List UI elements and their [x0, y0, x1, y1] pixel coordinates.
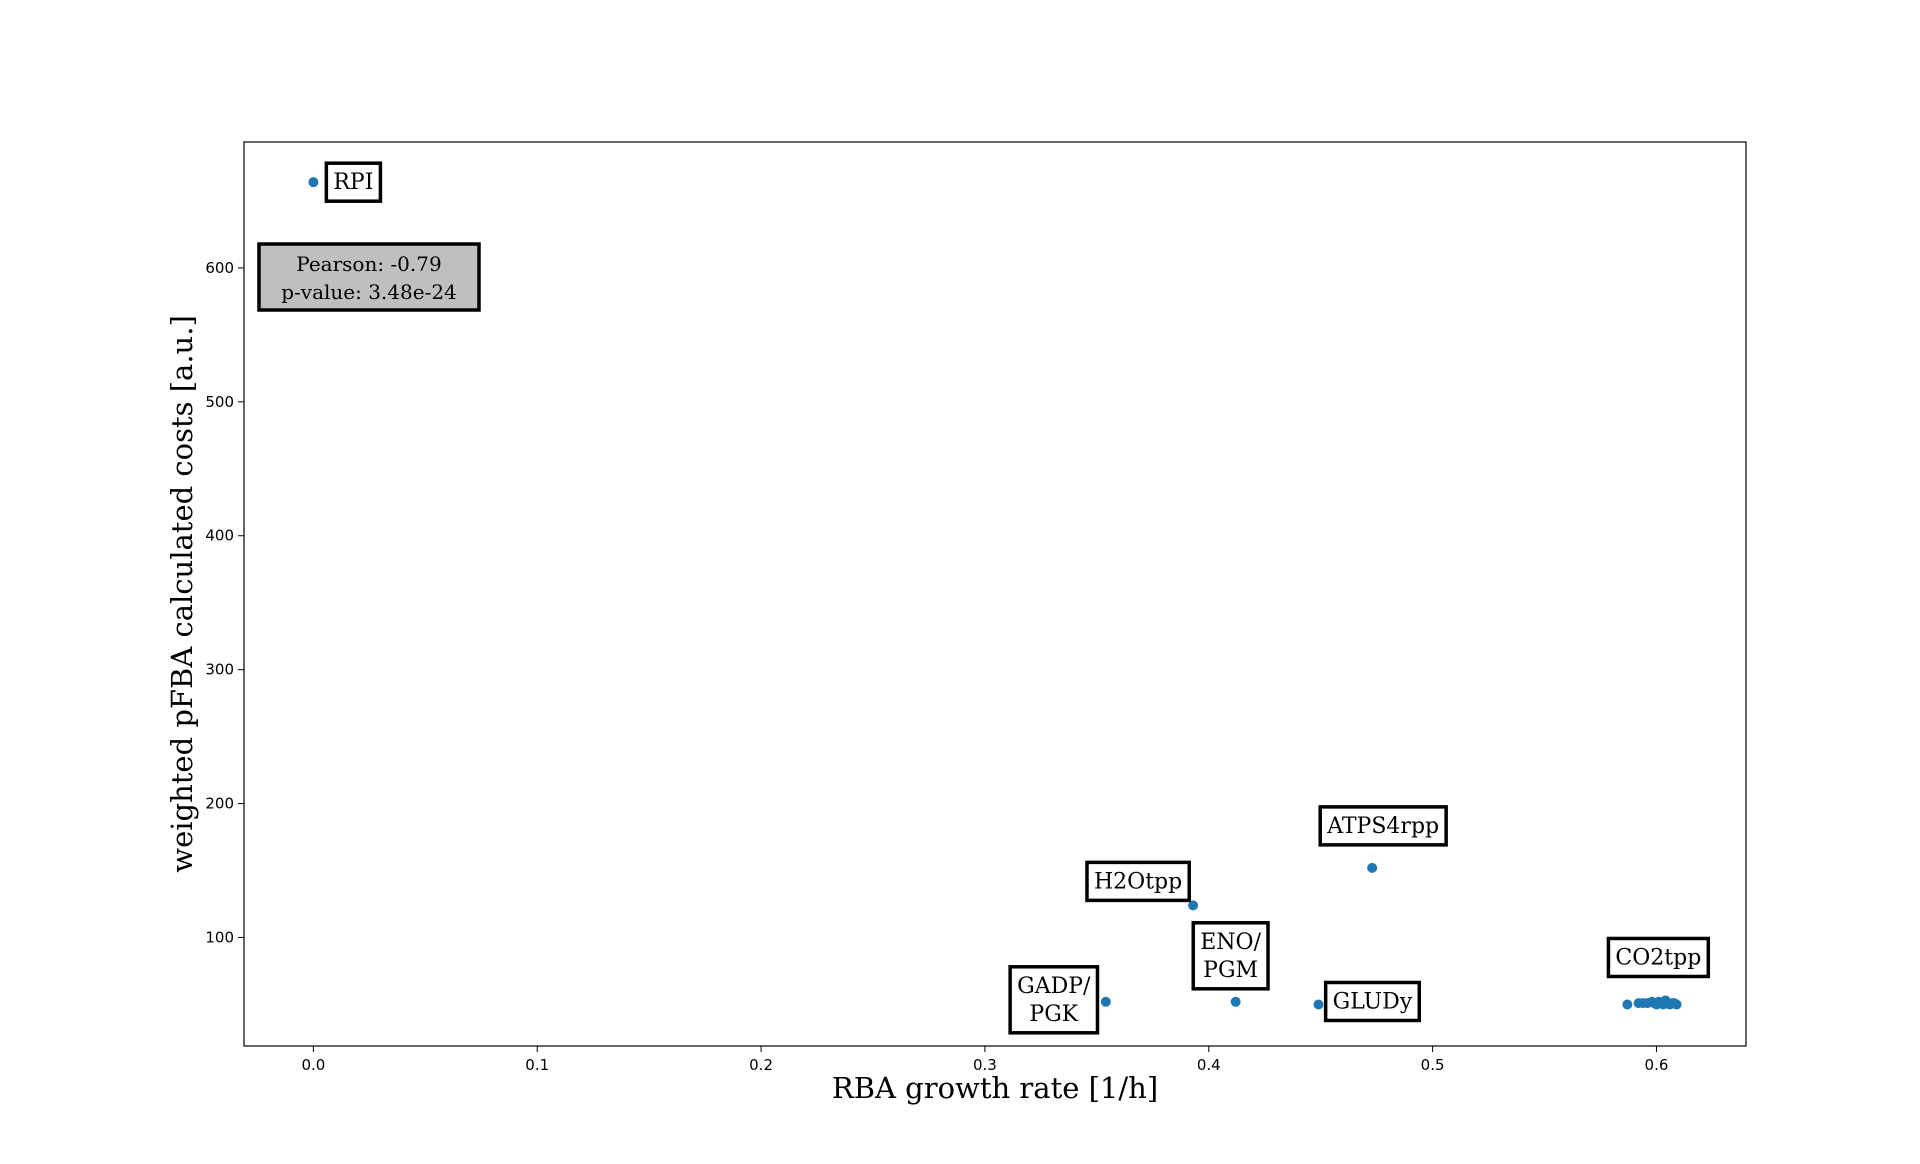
annotation-text: PGM	[1203, 958, 1258, 983]
stats-box-frame	[257, 242, 481, 312]
data-points	[308, 177, 1682, 1010]
annotation-box	[1191, 921, 1270, 991]
y-tick-label: 200	[205, 795, 234, 813]
pearson-stats-box: Pearson: -0.79 p-value: 3.48e-24	[257, 242, 481, 312]
y-tick-label: 400	[205, 527, 234, 545]
y-tick-label: 600	[205, 259, 234, 277]
x-tick-label: 0.4	[1197, 1056, 1221, 1074]
annotation-text: PGK	[1029, 1002, 1078, 1027]
annotation-label: GADP/PGK	[1008, 965, 1100, 1035]
data-point	[1230, 996, 1241, 1007]
x-tick-label: 0.3	[973, 1056, 997, 1074]
x-tick-label: 0.1	[525, 1056, 549, 1074]
x-axis-title: RBA growth rate [1/h]	[832, 1071, 1158, 1105]
x-tick-label: 0.0	[301, 1056, 325, 1074]
data-point	[1188, 900, 1199, 911]
y-tick-label: 100	[205, 929, 234, 947]
annotation-box	[1323, 980, 1422, 1023]
annotation-label: RPI	[324, 161, 383, 203]
annotation-text: GADP/	[1017, 974, 1091, 999]
y-axis: 100 200 300 400 500 600	[205, 259, 244, 947]
point-annotations: RPI GADP/PGK H2Otpp ENO/PGM GLUDy ATPS4rpp CO2…	[324, 161, 1711, 1035]
annotation-label: CO2tpp	[1606, 936, 1711, 979]
annotation-label: GLUDy	[1323, 980, 1422, 1023]
annotation-label: ENO/PGM	[1191, 921, 1270, 991]
annotation-box	[1085, 860, 1191, 903]
annotation-text: ATPS4rpp	[1326, 814, 1439, 839]
data-point	[1367, 862, 1378, 873]
x-tick-label: 0.5	[1421, 1056, 1445, 1074]
data-point	[1313, 999, 1324, 1010]
annotation-label: H2Otpp	[1085, 860, 1191, 903]
annotation-box	[324, 161, 383, 203]
y-axis-title: weighted pFBA calculated costs [a.u.]	[165, 315, 199, 873]
stats-box-line: p-value: 3.48e-24	[281, 280, 457, 304]
data-point	[1622, 999, 1633, 1010]
data-point	[1100, 996, 1111, 1007]
plot-area-frame	[243, 141, 1747, 1047]
x-tick-label: 0.6	[1645, 1056, 1669, 1074]
annotation-text: GLUDy	[1333, 989, 1413, 1014]
y-tick-label: 300	[205, 661, 234, 679]
annotation-box	[1318, 805, 1448, 847]
data-point	[308, 177, 319, 188]
x-axis: 0.0 0.1 0.2 0.3 0.4 0.5 0.6	[301, 1046, 1668, 1074]
x-tick-label: 0.2	[749, 1056, 773, 1074]
stats-box-line: Pearson: -0.79	[296, 252, 441, 276]
annotation-text: ENO/	[1200, 930, 1261, 955]
annotation-text: CO2tpp	[1615, 945, 1701, 970]
annotation-box	[1008, 965, 1100, 1035]
data-point	[1671, 999, 1682, 1010]
annotation-text: RPI	[333, 170, 373, 195]
y-tick-label: 500	[205, 393, 234, 411]
annotation-label: ATPS4rpp	[1318, 805, 1448, 847]
annotation-text: H2Otpp	[1094, 869, 1182, 894]
annotation-box	[1606, 936, 1711, 979]
